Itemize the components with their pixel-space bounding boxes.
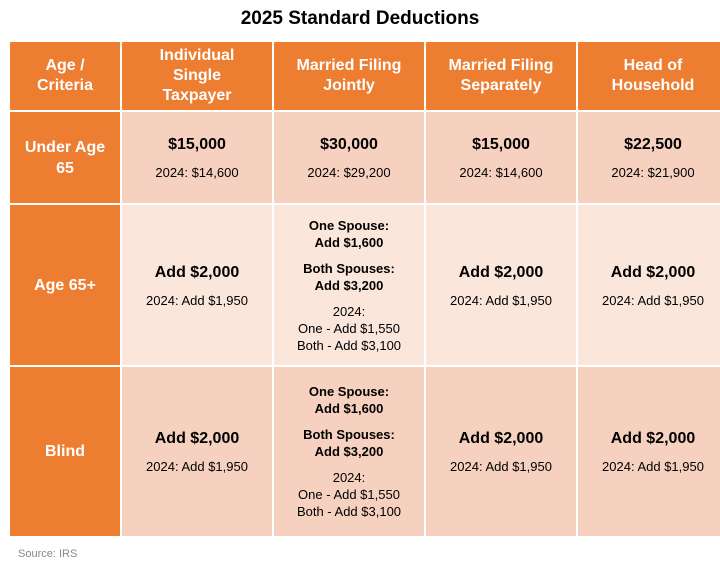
cell: Add $2,000 2024: Add $1,950 (120, 203, 274, 367)
one-spouse: One Spouse: (308, 217, 390, 233)
header-line: Single (172, 67, 221, 84)
spacer (122, 449, 272, 458)
spacer (274, 251, 424, 260)
cell: Add $2,000 2024: Add $1,950 (424, 365, 578, 538)
both-spouses: Add $3,200 (314, 277, 384, 293)
spacer (426, 155, 576, 164)
spacer (578, 283, 720, 292)
spacer (122, 155, 272, 164)
cell: Add $2,000 2024: Add $1,950 (576, 365, 720, 538)
table-row: Blind Add $2,000 2024: Add $1,950 One Spous… (8, 365, 720, 538)
prior-year: 2024: $14,600 (155, 165, 239, 180)
spacer (122, 283, 272, 292)
amount: $15,000 (168, 136, 226, 153)
spacer (426, 449, 576, 458)
both-spouses: Both Spouses: (303, 427, 395, 442)
amount: Add $2,000 (154, 263, 240, 281)
header-line: Married Filing (448, 57, 554, 74)
column-header: Married Filing Separately (424, 40, 578, 112)
cell: $15,000 2024: $14,600 (120, 110, 274, 205)
column-header: Individual Single Taxpayer (120, 40, 274, 112)
header-line: Head of (623, 57, 683, 74)
label-line: Blind (45, 443, 85, 460)
table-row: Age 65+ Add $2,000 2024: Add $1,950 One Spo… (8, 203, 720, 367)
spacer (578, 449, 720, 458)
cell: $15,000 2024: $14,600 (424, 110, 578, 205)
spacer (274, 294, 424, 303)
label-line: Age 65+ (34, 276, 96, 294)
cell: One Spouse: Add $1,600 Both Spouses: Add $3… (272, 203, 426, 367)
column-header: Head of Household (576, 40, 720, 112)
deductions-table: Age / Criteria Individual Single Taxpayer Mar… (8, 40, 720, 538)
one-spouse: Add $1,600 (314, 234, 384, 250)
both-spouses: Add $3,200 (314, 444, 384, 459)
spacer (274, 460, 424, 469)
header-row: Age / Criteria Individual Single Taxpayer Mar… (8, 40, 720, 112)
prior-year: One - Add $1,550 (298, 320, 400, 336)
prior-year: 2024: $14,600 (459, 165, 543, 180)
amount: Add $2,000 (458, 263, 544, 281)
prior-year: 2024: (332, 470, 366, 485)
row-label: Under Age 65 (8, 110, 122, 205)
header-line: Jointly (323, 77, 375, 94)
prior-year: 2024: Add $1,950 (146, 292, 248, 308)
prior-year: 2024: Add $1,950 (602, 292, 704, 308)
prior-year: Both - Add $3,100 (296, 337, 402, 353)
amount: $22,500 (624, 136, 682, 153)
spacer (274, 417, 424, 426)
table-row: Under Age 65 $15,000 2024: $14,600 $30,000 20… (8, 110, 720, 205)
cell: One Spouse: Add $1,600 Both Spouses: Add $3… (272, 365, 426, 538)
header-line: Separately (460, 77, 542, 94)
header-line: Criteria (36, 77, 94, 94)
amount: Add $2,000 (610, 263, 696, 281)
column-header: Age / Criteria (8, 40, 122, 112)
source: Source: IRS (18, 548, 78, 560)
column-header: Married Filing Jointly (272, 40, 426, 112)
prior-year: 2024: Add $1,950 (450, 459, 552, 474)
prior-year: 2024: Add $1,950 (602, 459, 704, 474)
amount: Add $2,000 (458, 430, 544, 447)
one-spouse: Add $1,600 (314, 401, 384, 416)
prior-year: 2024: Add $1,950 (450, 292, 552, 308)
amount: $15,000 (472, 136, 530, 153)
label-line: 65 (56, 159, 74, 177)
header-line: Age / (45, 57, 85, 74)
prior-year: 2024: $29,200 (307, 165, 391, 180)
spacer (426, 283, 576, 292)
row-label: Blind (8, 365, 122, 538)
spacer (578, 155, 720, 164)
prior-year: 2024: Add $1,950 (146, 459, 248, 474)
prior-year: One - Add $1,550 (298, 487, 400, 502)
title: 2025 Standard Deductions (240, 8, 480, 29)
header-line: Household (611, 77, 695, 94)
header-line: Individual (159, 47, 235, 64)
both-spouses: Both Spouses: (303, 260, 395, 276)
cell: $22,500 2024: $21,900 (576, 110, 720, 205)
amount: $30,000 (320, 136, 378, 153)
spacer (274, 155, 424, 164)
header-line: Taxpayer (162, 87, 232, 104)
prior-year: 2024: (332, 303, 366, 319)
cell: Add $2,000 2024: Add $1,950 (424, 203, 578, 367)
label-line: Under Age (24, 138, 106, 156)
row-label: Age 65+ (8, 203, 122, 367)
cell: $30,000 2024: $29,200 (272, 110, 426, 205)
prior-year: 2024: $21,900 (611, 165, 695, 180)
amount: Add $2,000 (610, 430, 696, 447)
one-spouse: One Spouse: (308, 384, 390, 399)
cell: Add $2,000 2024: Add $1,950 (576, 203, 720, 367)
cell: Add $2,000 2024: Add $1,950 (120, 365, 274, 538)
header-line: Married Filing (296, 57, 402, 74)
amount: Add $2,000 (154, 430, 240, 447)
prior-year: Both - Add $3,100 (296, 504, 402, 519)
table-body: Under Age 65 $15,000 2024: $14,600 $30,000 20… (8, 110, 720, 538)
